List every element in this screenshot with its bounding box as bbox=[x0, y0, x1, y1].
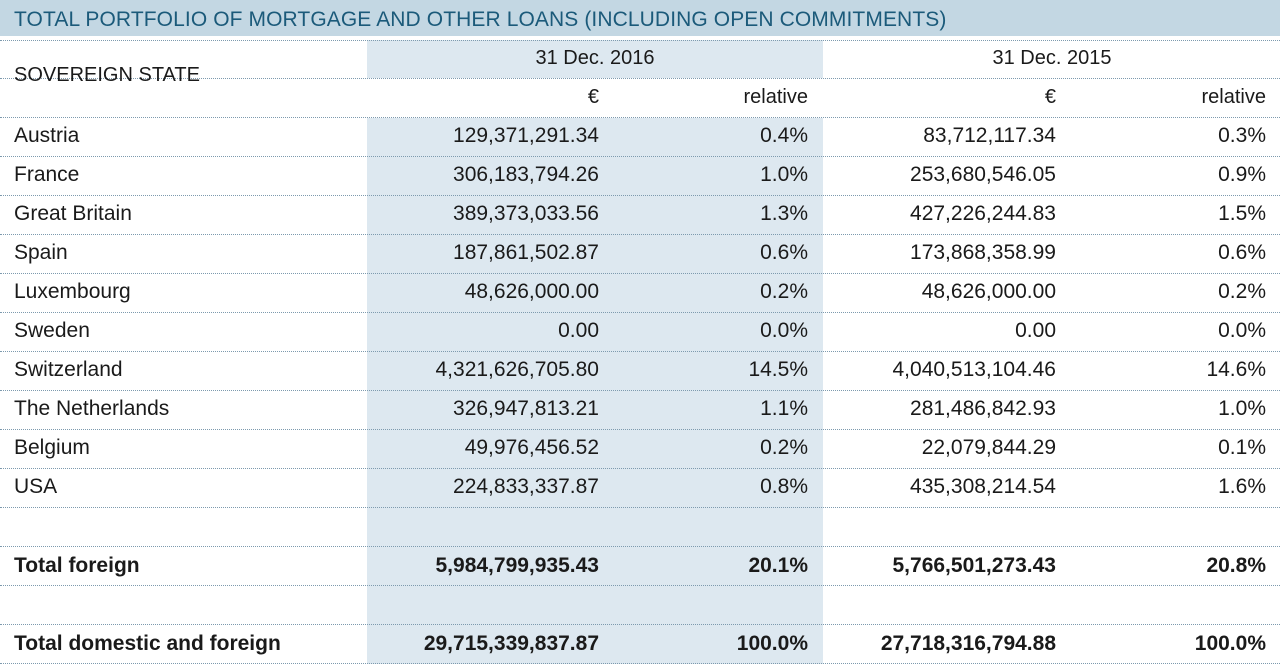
table-row-relative-2015: 1.0% bbox=[1218, 397, 1266, 420]
table-row-relative-2016: 0.8% bbox=[760, 475, 808, 498]
table-row-relative-2015: 1.5% bbox=[1218, 202, 1266, 225]
table-row-relative-2016: 1.3% bbox=[760, 202, 808, 225]
row-divider bbox=[0, 156, 1280, 157]
table-row-state-name: The Netherlands bbox=[14, 397, 170, 420]
row-divider bbox=[0, 507, 1280, 508]
table-row-state-name: Belgium bbox=[14, 436, 90, 459]
row-divider bbox=[0, 429, 1280, 430]
header-currency-2015: € bbox=[1044, 86, 1056, 108]
total_all-relative-2015: 100.0% bbox=[1194, 632, 1266, 655]
row-divider bbox=[0, 468, 1280, 469]
table-row-amount-2015: 48,626,000.00 bbox=[921, 280, 1056, 303]
table-row-relative-2016: 0.2% bbox=[760, 280, 808, 303]
total_all-amount-2016: 29,715,339,837.87 bbox=[423, 632, 599, 655]
total_all-amount-2015: 27,718,316,794.88 bbox=[880, 632, 1056, 655]
table-row-amount-2016: 0.00 bbox=[558, 319, 599, 342]
row-divider bbox=[0, 312, 1280, 313]
header-relative-2016: relative bbox=[743, 86, 808, 108]
header-relative-2015: relative bbox=[1201, 86, 1266, 108]
table-row-state-name: Spain bbox=[14, 241, 68, 264]
total_foreign-relative-2015: 20.8% bbox=[1206, 554, 1266, 577]
row-divider bbox=[0, 624, 1280, 625]
table-row-amount-2015: 173,868,358.99 bbox=[910, 241, 1056, 264]
row-divider bbox=[0, 195, 1280, 196]
table-row-amount-2016: 4,321,626,705.80 bbox=[435, 358, 600, 381]
table-row-amount-2016: 306,183,794.26 bbox=[453, 163, 599, 186]
total_all-relative-2016: 100.0% bbox=[736, 632, 808, 655]
table-row-state-name: Switzerland bbox=[14, 358, 123, 381]
row-divider bbox=[0, 273, 1280, 274]
header-period-2016: 31 Dec. 2016 bbox=[535, 47, 655, 69]
table-row-amount-2016: 49,976,456.52 bbox=[464, 436, 599, 459]
table-row-state-name: France bbox=[14, 163, 80, 186]
table-row-amount-2016: 389,373,033.56 bbox=[453, 202, 599, 225]
table-row-relative-2016: 14.5% bbox=[748, 358, 808, 381]
row-divider bbox=[0, 78, 1280, 79]
table-row-amount-2016: 187,861,502.87 bbox=[453, 241, 599, 264]
table-row-relative-2016: 0.0% bbox=[760, 319, 808, 342]
table-row-state-name: Great Britain bbox=[14, 202, 132, 225]
row-divider bbox=[0, 117, 1280, 118]
table-row-amount-2015: 83,712,117.34 bbox=[923, 124, 1056, 147]
row-divider bbox=[0, 351, 1280, 352]
column-shade-2016-amount bbox=[367, 40, 823, 78]
table-row-amount-2016: 224,833,337.87 bbox=[453, 475, 599, 498]
table-row-relative-2016: 0.2% bbox=[760, 436, 808, 459]
table-row-amount-2015: 253,680,546.05 bbox=[910, 163, 1056, 186]
table-row-amount-2015: 22,079,844.29 bbox=[921, 436, 1056, 459]
total_foreign-state-name: Total foreign bbox=[14, 554, 140, 577]
table-row-amount-2016: 129,371,291.34 bbox=[453, 124, 599, 147]
table-row-relative-2015: 0.0% bbox=[1218, 319, 1266, 342]
row-divider bbox=[0, 546, 1280, 547]
header-period-2015: 31 Dec. 2015 bbox=[992, 47, 1112, 69]
table-row-amount-2016: 48,626,000.00 bbox=[464, 280, 599, 303]
total_all-state-name: Total domestic and foreign bbox=[14, 632, 281, 655]
header-currency-2016: € bbox=[587, 86, 599, 108]
table-row-state-name: USA bbox=[14, 475, 58, 498]
table-row-amount-2015: 427,226,244.83 bbox=[910, 202, 1056, 225]
table-row-relative-2015: 0.6% bbox=[1218, 241, 1266, 264]
total_foreign-amount-2016: 5,984,799,935.43 bbox=[435, 554, 600, 577]
table-row-amount-2015: 0.00 bbox=[1015, 319, 1056, 342]
table-row-state-name: Sweden bbox=[14, 319, 90, 342]
table-row-state-name: Austria bbox=[14, 124, 80, 147]
row-divider bbox=[0, 390, 1280, 391]
table-row-relative-2015: 0.9% bbox=[1218, 163, 1266, 186]
total_foreign-amount-2015: 5,766,501,273.43 bbox=[892, 554, 1057, 577]
table-row-relative-2016: 1.1% bbox=[760, 397, 808, 420]
table-row-amount-2015: 435,308,214.54 bbox=[910, 475, 1056, 498]
table-row-amount-2015: 281,486,842.93 bbox=[910, 397, 1056, 420]
row-divider bbox=[0, 585, 1280, 586]
table-row-relative-2016: 1.0% bbox=[760, 163, 808, 186]
table-row-relative-2015: 1.6% bbox=[1218, 475, 1266, 498]
table-row-state-name: Luxembourg bbox=[14, 280, 131, 303]
table-row-relative-2016: 0.4% bbox=[760, 124, 808, 147]
table-row-relative-2015: 0.3% bbox=[1218, 124, 1266, 147]
table-title: TOTAL PORTFOLIO OF MORTGAGE AND OTHER LO… bbox=[14, 8, 947, 31]
table-row-relative-2015: 0.2% bbox=[1218, 280, 1266, 303]
column-shade-2016-amount-body bbox=[367, 118, 823, 664]
row-divider bbox=[0, 234, 1280, 235]
total_foreign-relative-2016: 20.1% bbox=[748, 554, 808, 577]
table-row-relative-2015: 0.1% bbox=[1218, 436, 1266, 459]
table-row-relative-2015: 14.6% bbox=[1206, 358, 1266, 381]
table-row-relative-2016: 0.6% bbox=[760, 241, 808, 264]
row-divider bbox=[0, 40, 1280, 41]
header-sovereign-state: SOVEREIGN STATE bbox=[14, 64, 200, 86]
table-row-amount-2015: 4,040,513,104.46 bbox=[892, 358, 1057, 381]
table-title-bar: TOTAL PORTFOLIO OF MORTGAGE AND OTHER LO… bbox=[0, 0, 1280, 38]
table-row-amount-2016: 326,947,813.21 bbox=[453, 397, 599, 420]
